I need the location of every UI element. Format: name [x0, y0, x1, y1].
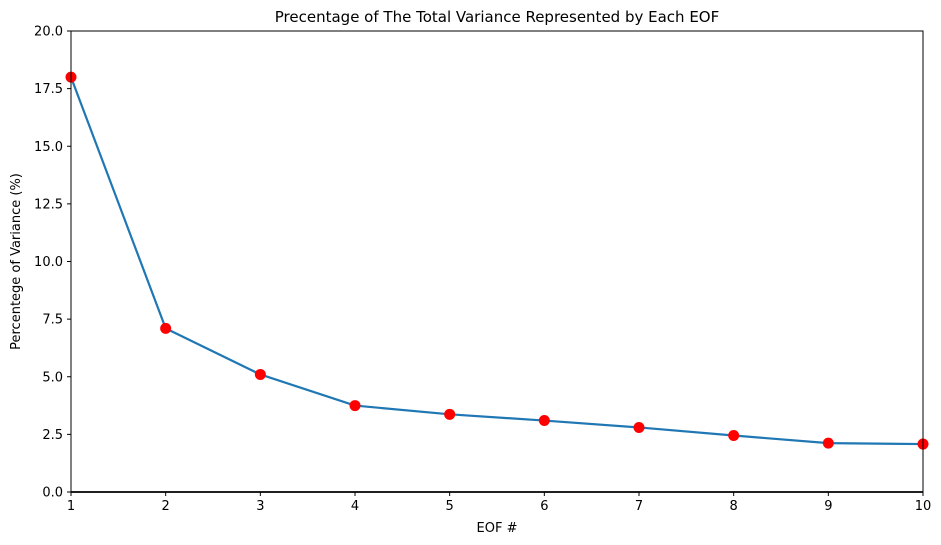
x-tick-label: 10: [915, 499, 932, 514]
x-tick-label: 5: [446, 499, 454, 514]
x-tick-label: 1: [67, 499, 75, 514]
y-tick-label: 15.0: [34, 140, 63, 155]
x-tick-label: 2: [162, 499, 170, 514]
x-tick-label: 4: [351, 499, 359, 514]
y-tick-label: 10.0: [34, 255, 63, 270]
y-tick-label: 0.0: [42, 486, 63, 501]
y-axis-ticks: 0.0 2.5 5.0 7.5 10.0 12.5 15.0 17.5 20.0: [34, 25, 71, 501]
y-tick-label: 20.0: [34, 25, 63, 40]
data-point: [254, 368, 266, 380]
x-tick-label: 8: [730, 499, 738, 514]
data-point: [538, 415, 550, 427]
y-tick-label: 5.0: [42, 370, 63, 385]
data-point: [633, 421, 645, 433]
data-point: [349, 400, 361, 412]
y-tick-label: 7.5: [42, 313, 63, 328]
x-tick-label: 6: [540, 499, 548, 514]
x-axis-title: EOF #: [477, 521, 518, 536]
series-layer: [65, 71, 929, 450]
y-tick-label: 12.5: [34, 197, 63, 212]
y-tick-label: 17.5: [34, 82, 63, 97]
x-tick-label: 9: [824, 499, 832, 514]
x-axis-ticks: 1 2 3 4 5 6 7 8 9 10: [67, 492, 931, 514]
data-point: [444, 408, 456, 420]
series-line: [69, 76, 924, 446]
data-point: [822, 437, 834, 449]
chart-title: Precentage of The Total Variance Represe…: [275, 8, 719, 26]
data-point: [160, 322, 172, 334]
y-axis-title: Percentege of Variance (%): [9, 173, 24, 350]
x-tick-label: 7: [635, 499, 643, 514]
data-point: [728, 430, 740, 442]
x-tick-label: 3: [256, 499, 264, 514]
y-tick-label: 2.5: [42, 428, 63, 443]
plot-area: [71, 31, 923, 492]
